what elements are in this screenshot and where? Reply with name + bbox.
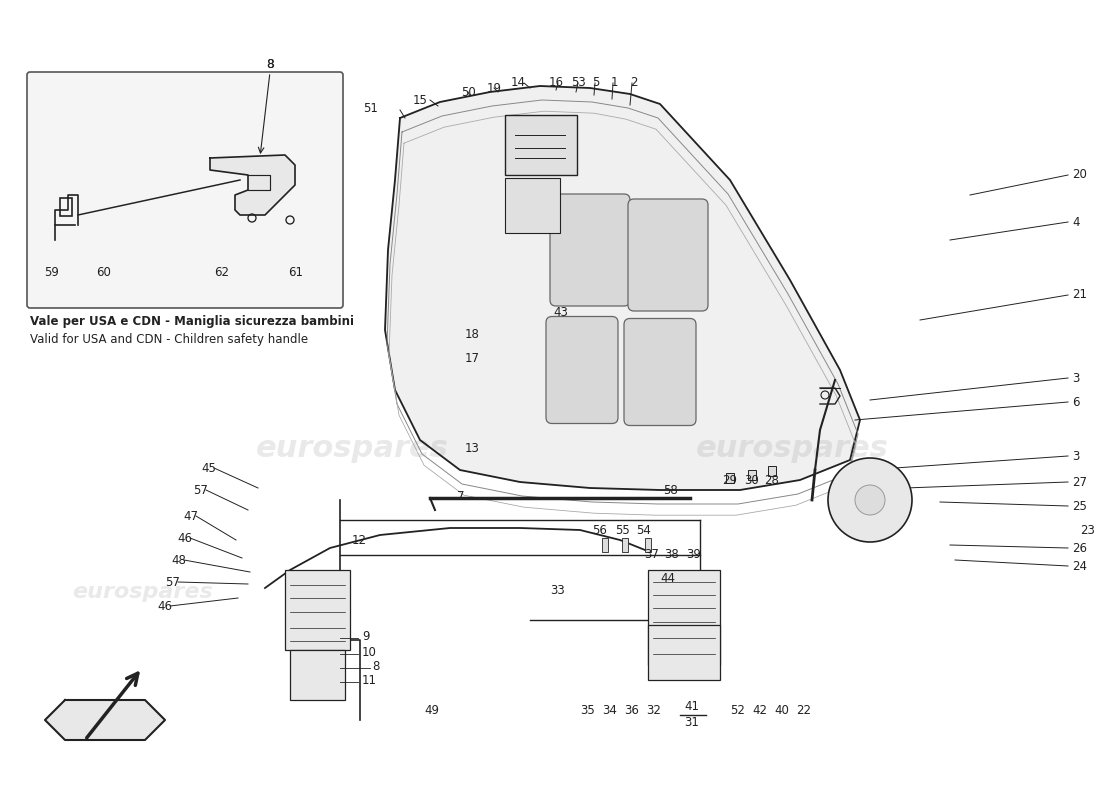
Text: 43: 43 xyxy=(553,306,568,318)
Bar xyxy=(285,570,350,650)
Text: 27: 27 xyxy=(1072,475,1087,489)
Text: 52: 52 xyxy=(730,703,746,717)
Text: 35: 35 xyxy=(581,703,595,717)
Circle shape xyxy=(828,458,912,542)
Text: 12: 12 xyxy=(352,534,367,546)
Text: 28: 28 xyxy=(764,474,780,486)
Polygon shape xyxy=(385,86,860,490)
Text: 7: 7 xyxy=(458,490,465,502)
Text: 38: 38 xyxy=(664,549,680,562)
Text: 31: 31 xyxy=(684,715,700,729)
Bar xyxy=(648,625,720,680)
Text: 50: 50 xyxy=(461,86,475,98)
Text: 49: 49 xyxy=(425,703,440,717)
Text: 41: 41 xyxy=(684,699,700,713)
Bar xyxy=(748,470,756,480)
Text: 55: 55 xyxy=(615,523,629,537)
Text: 5: 5 xyxy=(592,75,600,89)
Text: 51: 51 xyxy=(363,102,378,114)
Text: eurospares: eurospares xyxy=(695,434,889,462)
Text: 60: 60 xyxy=(97,266,111,278)
Text: 8: 8 xyxy=(266,58,274,71)
Text: 48: 48 xyxy=(172,554,186,566)
Text: 11: 11 xyxy=(362,674,377,686)
Text: 57: 57 xyxy=(165,575,180,589)
Text: 3: 3 xyxy=(1072,371,1079,385)
Bar xyxy=(726,473,734,483)
Text: 58: 58 xyxy=(662,483,678,497)
Text: 26: 26 xyxy=(1072,542,1087,554)
Text: 44: 44 xyxy=(660,571,675,585)
FancyBboxPatch shape xyxy=(28,72,343,308)
Text: 29: 29 xyxy=(723,474,737,486)
Bar xyxy=(602,538,608,552)
Text: 25: 25 xyxy=(1072,499,1087,513)
Text: 17: 17 xyxy=(465,351,480,365)
Text: eurospares: eurospares xyxy=(73,582,213,602)
Text: 39: 39 xyxy=(686,549,702,562)
Polygon shape xyxy=(45,700,165,740)
Bar xyxy=(290,650,345,700)
Text: 4: 4 xyxy=(1072,215,1079,229)
Text: 40: 40 xyxy=(774,703,790,717)
Bar xyxy=(645,538,651,552)
FancyBboxPatch shape xyxy=(546,317,618,423)
Text: 15: 15 xyxy=(414,94,428,106)
Text: 46: 46 xyxy=(157,599,172,613)
Text: 42: 42 xyxy=(752,703,768,717)
Text: eurospares: eurospares xyxy=(255,434,449,462)
Text: 24: 24 xyxy=(1072,559,1087,573)
Text: 32: 32 xyxy=(647,703,661,717)
Text: 14: 14 xyxy=(510,75,526,89)
FancyBboxPatch shape xyxy=(628,199,708,311)
Polygon shape xyxy=(210,155,295,215)
Text: 34: 34 xyxy=(603,703,617,717)
Text: Vale per USA e CDN - Maniglia sicurezza bambini: Vale per USA e CDN - Maniglia sicurezza … xyxy=(30,315,354,328)
Text: 33: 33 xyxy=(550,583,565,597)
Bar xyxy=(60,198,72,216)
Text: 2: 2 xyxy=(630,75,638,89)
Text: 36: 36 xyxy=(625,703,639,717)
Text: 9: 9 xyxy=(362,630,370,642)
Text: 3: 3 xyxy=(1072,450,1079,462)
Text: 23: 23 xyxy=(1080,523,1094,537)
Text: 1: 1 xyxy=(610,75,618,89)
Text: 45: 45 xyxy=(201,462,216,474)
Text: 62: 62 xyxy=(214,266,230,278)
FancyBboxPatch shape xyxy=(624,318,696,426)
Text: 8: 8 xyxy=(266,58,274,71)
Text: 18: 18 xyxy=(465,329,480,342)
Bar xyxy=(505,115,578,175)
Text: 53: 53 xyxy=(571,75,585,89)
Text: 47: 47 xyxy=(183,510,198,522)
Text: 30: 30 xyxy=(745,474,759,486)
Text: Valid for USA and CDN - Children safety handle: Valid for USA and CDN - Children safety … xyxy=(30,333,308,346)
Text: 61: 61 xyxy=(288,266,304,278)
Text: 16: 16 xyxy=(549,75,563,89)
Text: 37: 37 xyxy=(645,549,659,562)
Text: 46: 46 xyxy=(177,531,192,545)
Bar xyxy=(621,538,628,552)
Text: 22: 22 xyxy=(796,703,812,717)
Text: 6: 6 xyxy=(1072,395,1079,409)
Text: 13: 13 xyxy=(465,442,480,454)
Text: 59: 59 xyxy=(45,266,59,278)
Text: 19: 19 xyxy=(486,82,502,94)
Text: 56: 56 xyxy=(593,523,607,537)
FancyBboxPatch shape xyxy=(550,194,630,306)
Bar xyxy=(505,178,560,233)
Circle shape xyxy=(855,485,886,515)
Text: 21: 21 xyxy=(1072,289,1087,302)
Text: 57: 57 xyxy=(194,483,208,497)
Bar xyxy=(648,570,720,665)
Text: 54: 54 xyxy=(637,523,651,537)
Text: 20: 20 xyxy=(1072,169,1087,182)
Text: 10: 10 xyxy=(362,646,377,658)
Bar xyxy=(768,466,776,476)
Text: 8: 8 xyxy=(372,659,379,673)
